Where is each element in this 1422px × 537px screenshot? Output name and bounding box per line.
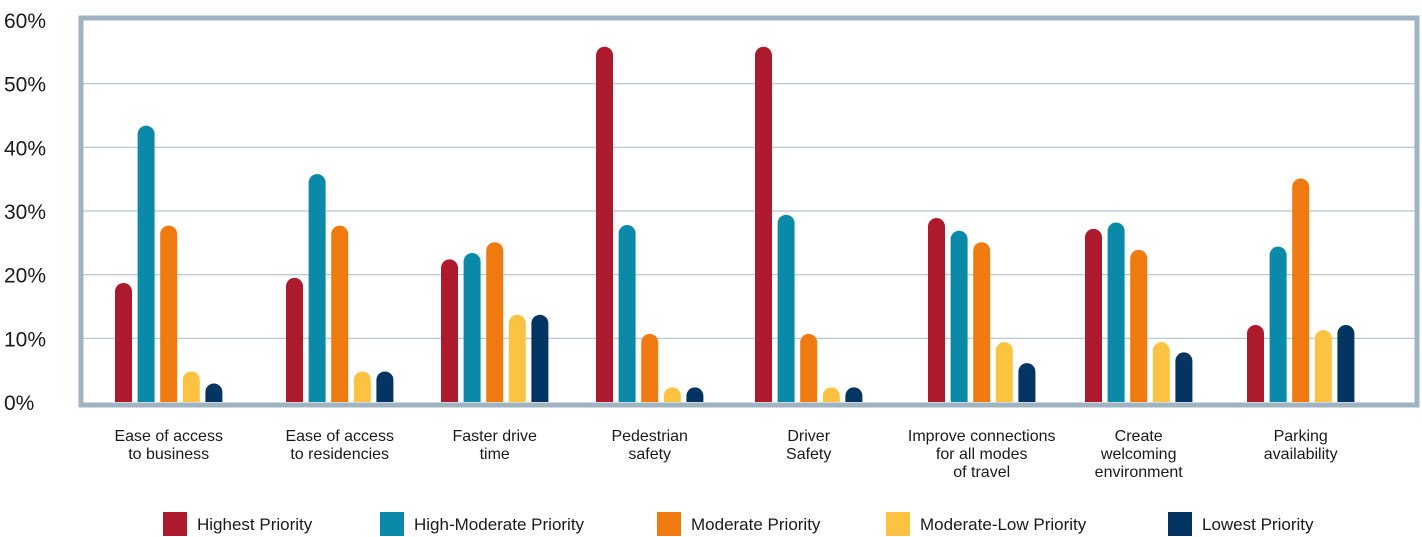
y-axis: 0% 10% 20% 30% 40% 50% 60%: [4, 10, 46, 415]
y-tick-label: 0%: [4, 392, 34, 415]
x-tick-label: for all modes: [936, 446, 1028, 463]
bar: [1018, 363, 1036, 402]
y-tick-label: 20%: [4, 265, 46, 288]
legend-label: High-Moderate Priority: [414, 515, 585, 534]
legend-swatch: [1168, 512, 1192, 536]
bar: [777, 214, 795, 402]
legend-label: Lowest Priority: [1202, 515, 1314, 534]
bar: [845, 387, 863, 402]
bar: [1085, 228, 1102, 402]
bar: [1152, 342, 1170, 402]
legend-swatch: [886, 512, 910, 536]
bar: [463, 253, 481, 402]
bar: [376, 371, 394, 402]
x-tick-label: Parking: [1274, 428, 1328, 445]
legend-label: Moderate Priority: [691, 515, 821, 534]
bar: [618, 225, 636, 402]
x-tick-label: time: [480, 446, 510, 463]
legend-swatch: [380, 512, 404, 536]
y-tick-label: 50%: [4, 74, 46, 97]
bar: [800, 333, 818, 402]
bar: [441, 259, 458, 402]
bar: [995, 342, 1013, 402]
x-tick-label: Ease of access: [285, 428, 394, 445]
bar: [331, 225, 349, 402]
x-tick-label: Safety: [786, 446, 831, 463]
bar: [182, 371, 200, 402]
bar: [137, 125, 155, 403]
bar: [973, 242, 991, 402]
bar: [822, 387, 840, 402]
bar: [308, 174, 326, 402]
legend: Highest Priority High-Moderate Priority Mo…: [163, 512, 1314, 536]
x-tick-label: to residencies: [290, 446, 389, 463]
bar: [641, 333, 659, 402]
x-tick-label: Driver: [787, 428, 830, 445]
y-tick-label: 10%: [4, 328, 46, 351]
y-tick-label: 40%: [4, 137, 46, 160]
x-tick-label: availability: [1264, 446, 1338, 463]
bar: [286, 277, 303, 402]
bars: [115, 46, 1355, 403]
x-tick-label: safety: [628, 446, 671, 463]
x-tick-label: welcoming: [1100, 446, 1177, 463]
bar: [1292, 178, 1310, 402]
bar: [115, 282, 132, 402]
bar: [1314, 330, 1332, 402]
legend-label: Highest Priority: [197, 515, 313, 534]
x-tick-label: to business: [128, 446, 209, 463]
bar: [596, 46, 613, 403]
bar: [531, 314, 549, 402]
bar: [928, 218, 945, 402]
x-tick-label: of travel: [953, 464, 1010, 481]
legend-label: Moderate-Low Priority: [920, 515, 1087, 534]
bar: [1337, 324, 1355, 402]
bar: [1175, 352, 1193, 402]
legend-swatch: [163, 512, 187, 536]
y-tick-label: 60%: [4, 10, 46, 33]
x-tick-label: Faster drive: [452, 428, 537, 445]
bar: [1247, 324, 1264, 402]
bar: [663, 387, 681, 402]
bar: [950, 230, 968, 402]
y-tick-label: 30%: [4, 201, 46, 224]
bar: [205, 383, 223, 402]
bar: [1107, 222, 1125, 402]
bar: [1130, 249, 1148, 402]
bar: [486, 242, 504, 402]
x-tick-label: Ease of access: [114, 428, 223, 445]
gridlines: [81, 83, 1417, 339]
plot-frame: [78, 15, 1420, 408]
x-tick-label: Pedestrian: [611, 428, 688, 445]
bar: [353, 371, 371, 402]
x-tick-label: Improve connections: [908, 428, 1056, 445]
x-tick-label: environment: [1095, 464, 1184, 481]
x-tick-label: Create: [1115, 428, 1163, 445]
bar: [686, 387, 704, 402]
legend-swatch: [657, 512, 681, 536]
bar: [508, 314, 526, 402]
bar: [160, 225, 178, 402]
bar: [1269, 246, 1287, 402]
bar: [755, 46, 772, 403]
